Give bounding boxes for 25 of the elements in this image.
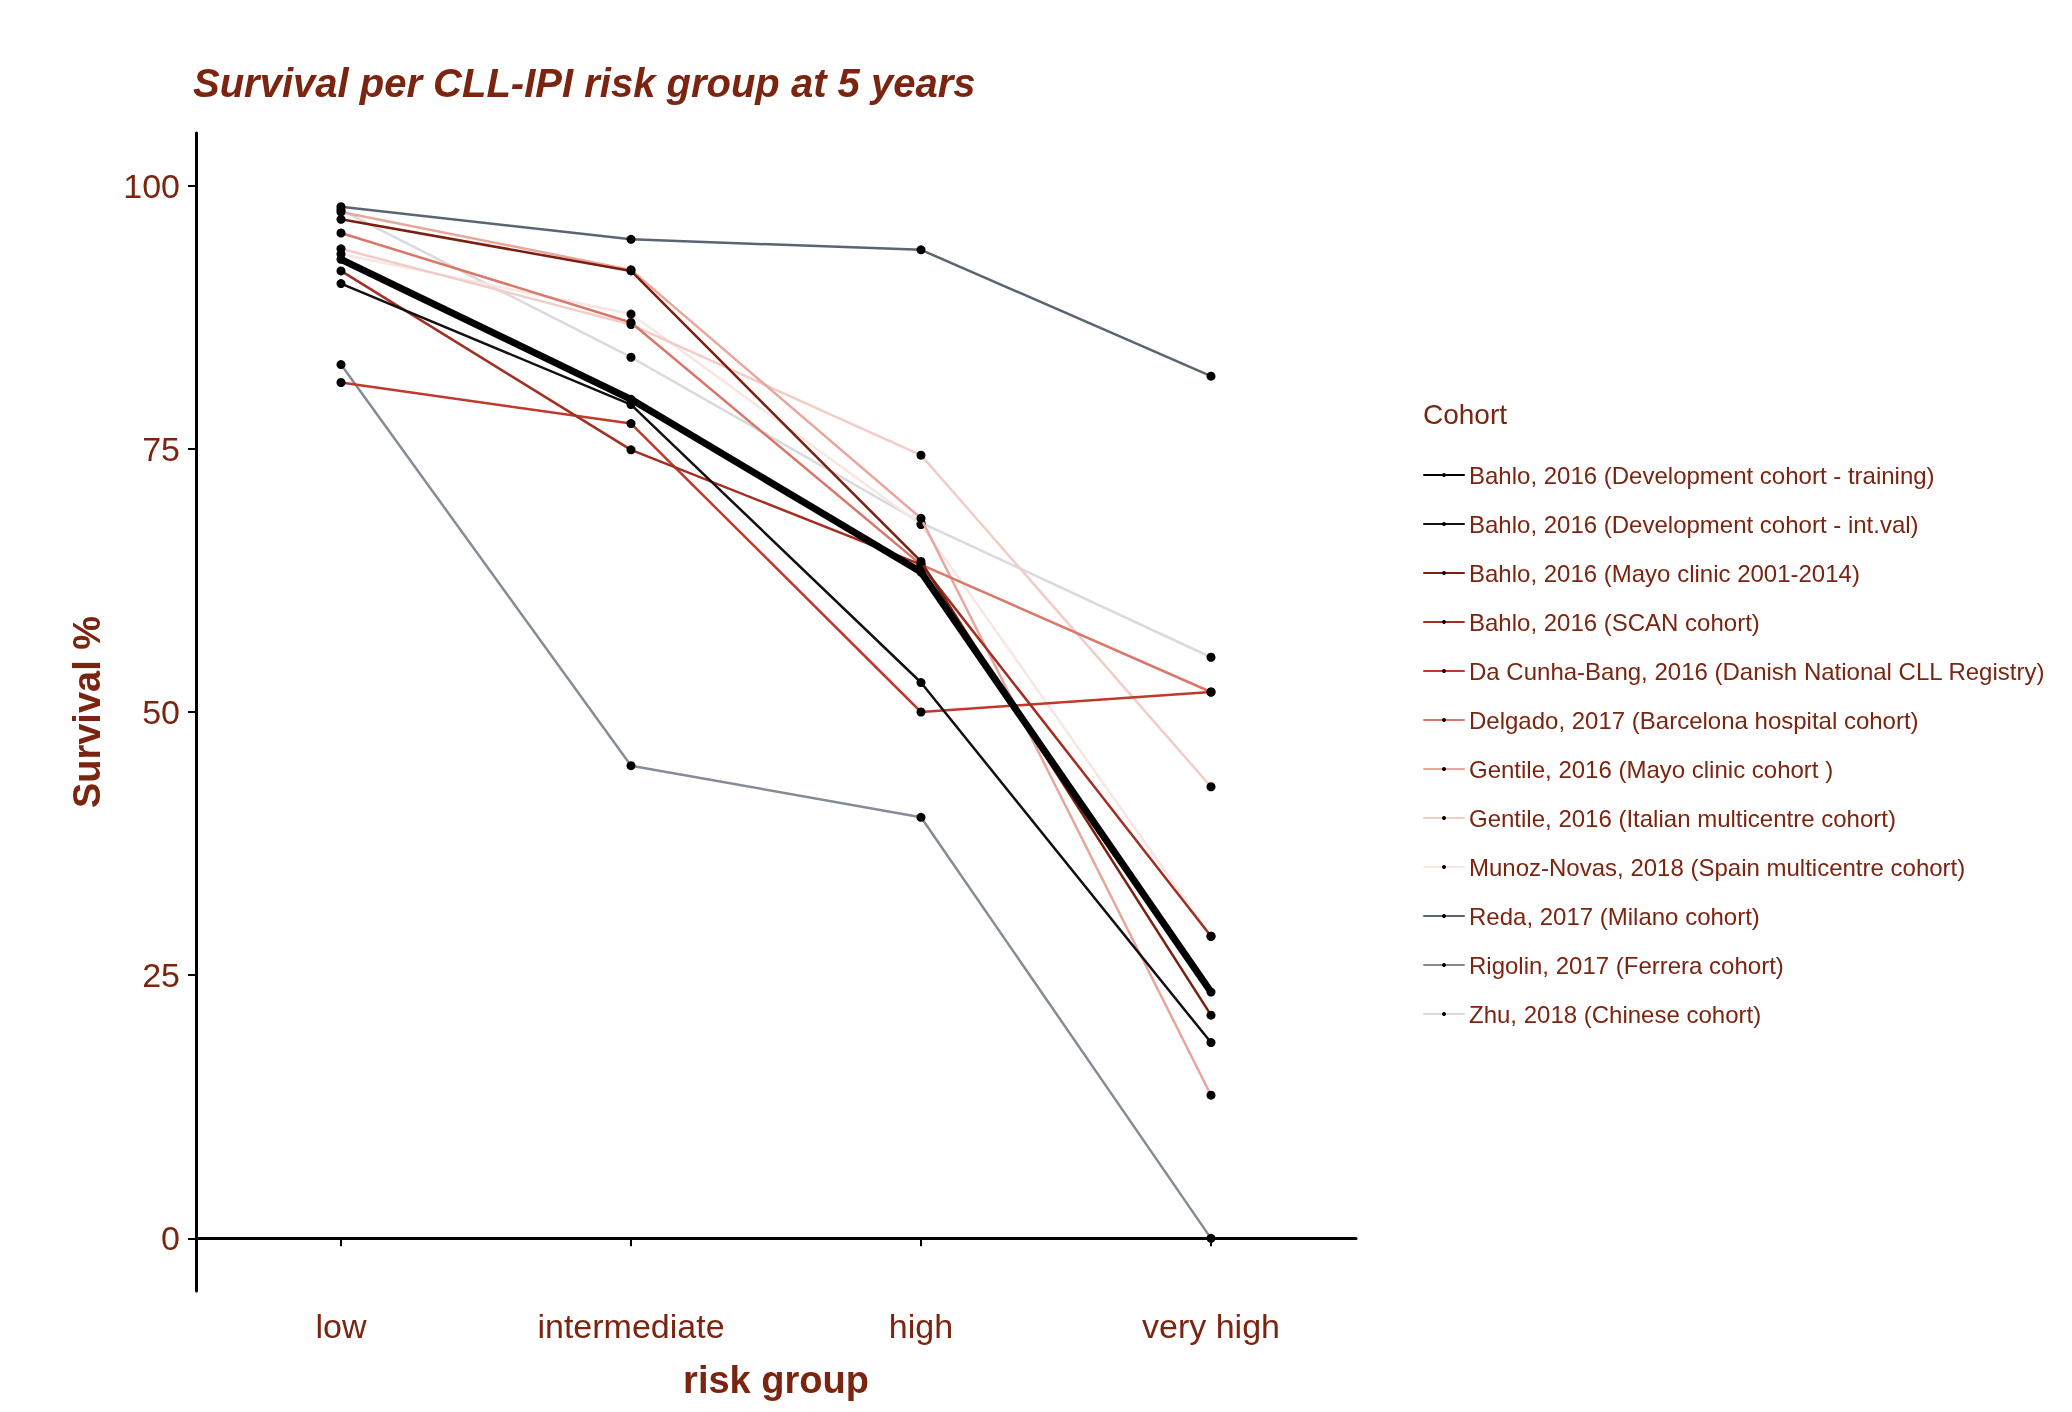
y-tick-label: 0 — [161, 1219, 180, 1258]
legend-label: Bahlo, 2016 (SCAN cohort) — [1469, 608, 1760, 636]
x-tick-label: intermediate — [537, 1307, 725, 1345]
x-tick-label: low — [315, 1307, 367, 1345]
y-tick-label: 75 — [142, 429, 180, 468]
legend-label: Munoz-Novas, 2018 (Spain multicentre cohort) — [1469, 853, 1966, 881]
legend-label: Da Cunha-Bang, 2016 (Danish National CLL Registry) — [1469, 657, 2045, 685]
y-axis-title: Survival % — [66, 615, 108, 809]
legend-label: Bahlo, 2016 (Development cohort - int.val) — [1469, 510, 1919, 538]
legend-label: Zhu, 2018 (Chinese cohort) — [1469, 1000, 1762, 1028]
y-tick-label: 100 — [123, 166, 180, 205]
x-tick-label: very high — [1142, 1307, 1280, 1345]
legend-label: Rigolin, 2017 (Ferrera cohort) — [1469, 951, 1784, 979]
legend-label: Gentile, 2016 (Italian multicentre cohort) — [1469, 804, 1896, 832]
y-tick-label: 25 — [142, 956, 180, 995]
y-tick-label: 50 — [142, 693, 180, 731]
legend-label: Bahlo, 2016 (Mayo clinic 2001-2014) — [1469, 559, 1860, 587]
legend-label: Gentile, 2016 (Mayo clinic cohort ) — [1469, 755, 1834, 783]
legend-title: Cohort — [1423, 398, 1508, 430]
legend-label: Bahlo, 2016 (Development cohort - training) — [1469, 461, 1935, 489]
legend-label: Reda, 2017 (Milano cohort) — [1469, 902, 1760, 930]
chart-title: Survival per CLL-IPI risk group at 5 years — [193, 61, 976, 105]
legend-label: Delgado, 2017 (Barcelona hospital cohort) — [1469, 706, 1919, 734]
x-axis-title: risk group — [683, 1359, 869, 1401]
x-tick-label: high — [888, 1307, 954, 1345]
